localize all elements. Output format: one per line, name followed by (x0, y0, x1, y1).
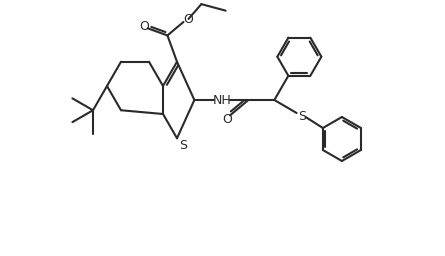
Text: O: O (139, 20, 149, 33)
Text: O: O (184, 14, 194, 26)
Text: S: S (299, 111, 307, 123)
Text: O: O (222, 113, 232, 126)
Text: NH: NH (213, 93, 232, 106)
Text: S: S (179, 139, 187, 152)
